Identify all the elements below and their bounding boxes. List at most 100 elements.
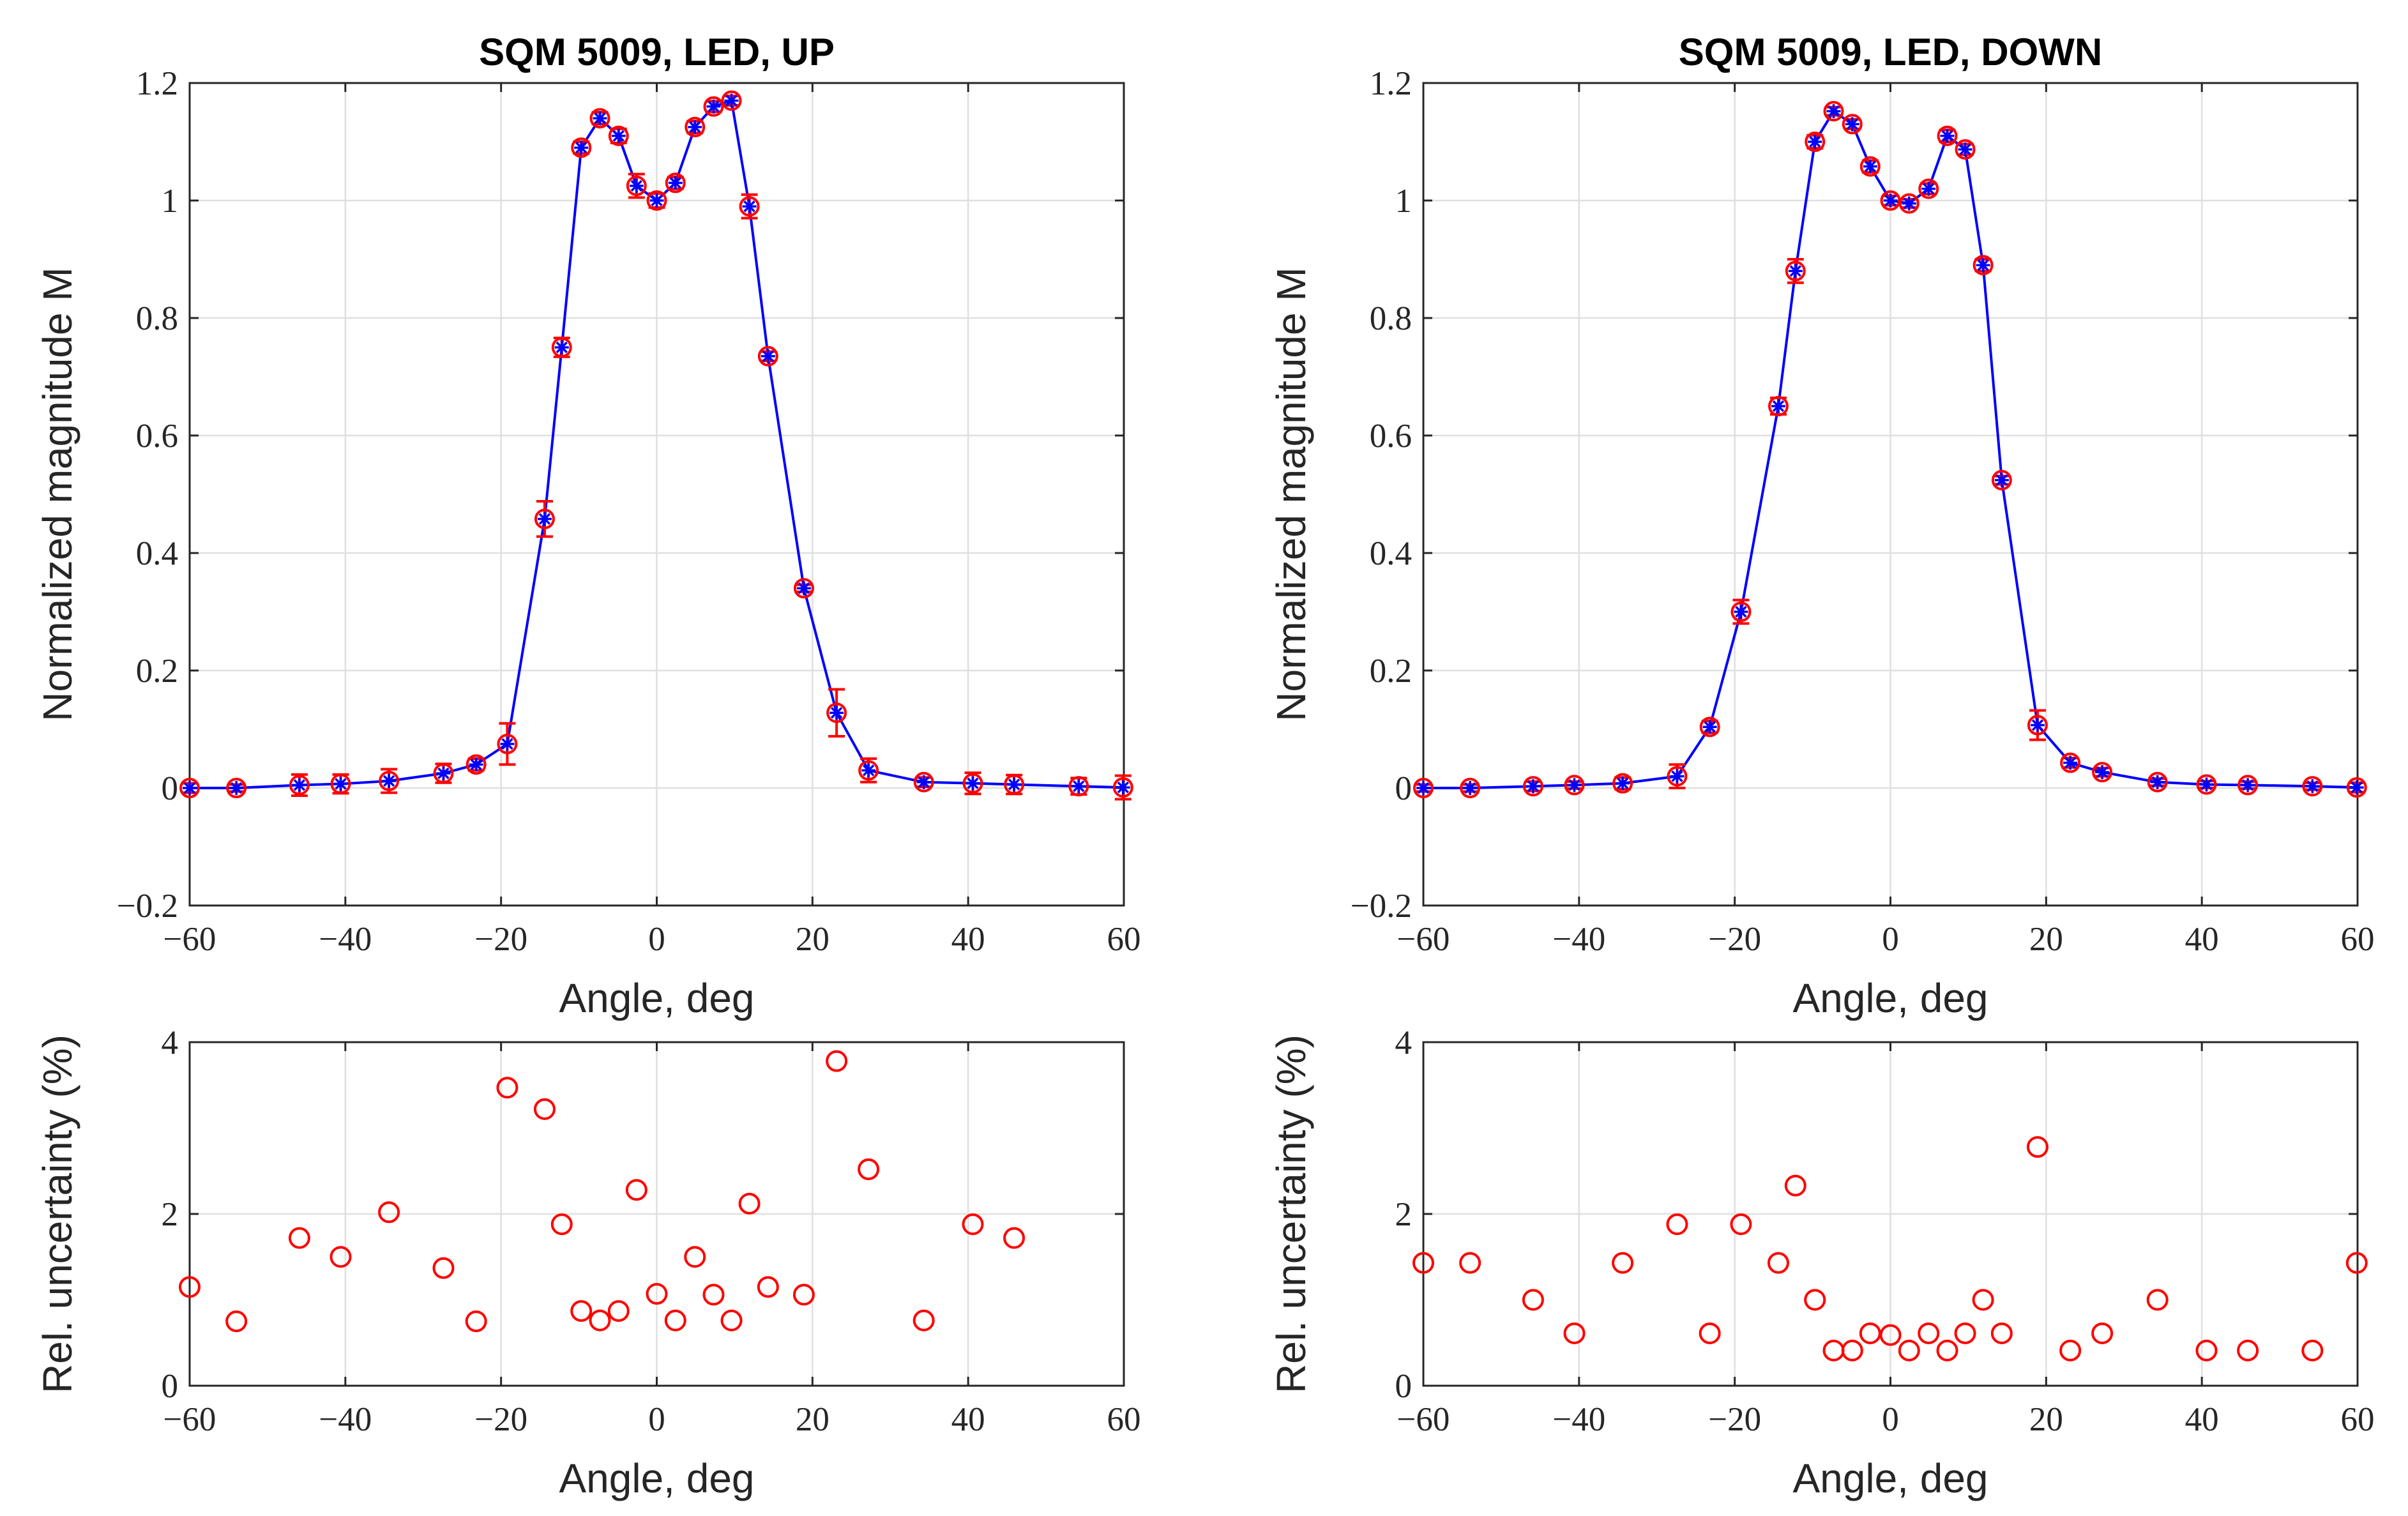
asterisk-marker: [1670, 769, 1685, 784]
circle-marker: [1112, 777, 1133, 798]
circle-marker: [793, 578, 814, 599]
y-tick-label: 1.2: [136, 65, 178, 102]
asterisk-marker: [1116, 780, 1130, 795]
data-point: [2027, 709, 2048, 741]
asterisk-marker: [574, 140, 589, 155]
data-point: [1768, 396, 1789, 416]
x-tick-label: 0: [1882, 1401, 1899, 1438]
asterisk-marker: [1826, 104, 1841, 119]
x-axis-label: Angle, deg: [559, 975, 754, 1021]
y-tick-label: 4: [162, 1024, 179, 1061]
data-point: [2092, 762, 2113, 783]
asterisk-marker: [965, 776, 980, 791]
circle-marker: [433, 763, 454, 784]
asterisk-marker: [1702, 720, 1717, 734]
x-tick-label: 40: [951, 1401, 985, 1438]
scatter-point: [570, 1300, 593, 1322]
scatter-point: [288, 1227, 310, 1249]
data-point: [2238, 775, 2259, 796]
asterisk-marker: [688, 120, 702, 134]
circle-marker: [913, 771, 934, 792]
x-tick-label: −40: [319, 1401, 372, 1438]
circle-marker: [289, 775, 310, 796]
data-point: [721, 90, 742, 111]
scatter-point: [826, 1050, 848, 1072]
circle-marker: [2302, 776, 2323, 797]
data-point: [2346, 777, 2367, 798]
asterisk-marker: [1883, 193, 1898, 208]
scatter-point: [1563, 1322, 1586, 1344]
asterisk-marker: [1007, 777, 1022, 792]
scatter-point: [1767, 1252, 1789, 1274]
asterisk-marker: [706, 99, 721, 114]
scatter-point: [1412, 1252, 1434, 1274]
asterisk-marker: [1902, 196, 1916, 211]
circle-marker: [1699, 716, 1720, 738]
chart-down-magnitude: −60 −40 −20 0 20 40 60 −0.2 0 0.2 0.4 0.6 0.8 1 1.2 SQM…: [1268, 31, 2375, 1021]
circle-marker: [1413, 778, 1434, 798]
data-point: [1842, 114, 1863, 135]
data-point: [2060, 752, 2081, 773]
y-tick-label: 0.6: [136, 418, 178, 455]
y-tick-label: 0.6: [1370, 418, 1412, 455]
x-tick-label: 20: [2029, 921, 2063, 958]
asterisk-marker: [629, 179, 644, 193]
scatter-point: [646, 1283, 668, 1305]
scatter-point: [607, 1300, 630, 1322]
data-point: [1112, 774, 1133, 801]
asterisk-marker: [668, 176, 683, 190]
scatter-point: [684, 1246, 706, 1268]
scatter-point: [2091, 1322, 2114, 1344]
scatter-point: [329, 1246, 352, 1268]
scatter-point: [1954, 1322, 1976, 1344]
data-point: [330, 773, 351, 795]
data-point: [534, 500, 555, 538]
circle-marker: [2092, 762, 2113, 783]
y-tick-label: 0.4: [1370, 535, 1412, 572]
circle-marker: [757, 345, 778, 367]
asterisk-marker: [1788, 264, 1803, 278]
x-tick-label: −20: [474, 921, 527, 958]
data-point: [1413, 778, 1434, 798]
circle-marker: [330, 773, 351, 794]
scatter-point: [2237, 1339, 2259, 1361]
scatter-point: [858, 1158, 880, 1181]
scatter-point: [1841, 1339, 1863, 1361]
asterisk-marker: [1616, 776, 1630, 791]
data-point: [1859, 156, 1881, 177]
data-point: [1699, 716, 1720, 738]
x-tick-label: 60: [1107, 1401, 1141, 1438]
asterisk-marker: [500, 737, 515, 751]
data-point: [626, 172, 647, 199]
scatter-point: [589, 1309, 611, 1331]
scatter-point: [1666, 1213, 1688, 1236]
asterisk-marker: [1567, 778, 1582, 792]
circle-marker: [1973, 255, 1994, 276]
asterisk-marker: [436, 766, 451, 780]
circle-marker: [1068, 776, 1089, 797]
x-axis-label: Angle, deg: [1792, 1455, 1988, 1501]
circle-marker: [1768, 396, 1789, 416]
asterisk-marker: [554, 340, 569, 354]
asterisk-marker: [1940, 128, 1955, 143]
y-tick-label: 0: [1395, 1368, 1412, 1405]
data-point: [646, 190, 667, 211]
data-point: [2196, 774, 2217, 795]
scatter-point: [738, 1192, 761, 1215]
asterisk-marker: [1845, 117, 1859, 132]
circle-marker: [1564, 775, 1585, 796]
data-point: [962, 771, 983, 796]
asterisk-marker: [2150, 775, 2165, 789]
data-point: [1955, 139, 1976, 160]
data-point: [1918, 178, 1939, 199]
data-point: [1785, 258, 1806, 284]
asterisk-marker: [2030, 718, 2045, 732]
scatter-point: [2026, 1136, 2048, 1158]
scatter-point: [912, 1309, 935, 1331]
circle-marker: [179, 778, 200, 798]
data-point: [466, 754, 487, 775]
circle-marker: [685, 117, 706, 137]
x-tick-label: 60: [1107, 921, 1141, 958]
data-point: [1805, 132, 1826, 152]
circle-marker: [739, 196, 760, 217]
